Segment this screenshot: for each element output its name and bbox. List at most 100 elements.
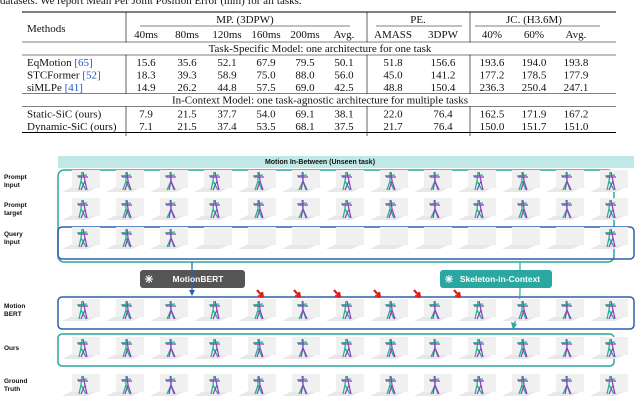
cell: 51.8 xyxy=(383,57,403,69)
backdrop xyxy=(380,198,408,216)
skeleton xyxy=(562,200,572,219)
skeleton xyxy=(122,338,132,358)
cell: 68.1 xyxy=(295,121,314,133)
frame xyxy=(590,299,628,321)
frame xyxy=(62,170,100,192)
skeleton xyxy=(122,228,132,248)
frame xyxy=(194,337,232,359)
skeleton xyxy=(386,171,396,191)
backdrop xyxy=(336,170,364,188)
backdrop xyxy=(116,198,144,216)
intro-text: datasets. We report Mean Per Joint Posit… xyxy=(0,0,302,7)
skeleton xyxy=(252,339,264,358)
frame xyxy=(458,198,496,220)
skeleton xyxy=(298,339,308,358)
cell: 76.4 xyxy=(433,109,453,121)
backdrop xyxy=(72,198,100,216)
skeleton xyxy=(518,300,528,320)
backdrop xyxy=(468,299,496,317)
backdrop xyxy=(336,337,364,355)
cell: 53.5 xyxy=(256,121,276,133)
skeleton xyxy=(122,375,132,395)
frame xyxy=(282,299,320,321)
frame xyxy=(590,374,628,396)
skeleton xyxy=(384,301,396,320)
frame xyxy=(414,374,452,396)
skeleton xyxy=(516,376,528,395)
frame xyxy=(414,299,452,321)
cell: 141.2 xyxy=(431,70,456,82)
row-label: Input xyxy=(4,182,21,189)
cell: 37.4 xyxy=(217,121,237,133)
error-arrow xyxy=(413,289,422,299)
skeleton xyxy=(78,300,88,320)
backdrop xyxy=(160,374,188,392)
skeleton xyxy=(254,338,264,358)
cell: 56.0 xyxy=(334,70,354,82)
row-label: target xyxy=(4,210,23,217)
frame xyxy=(238,170,276,192)
backdrop xyxy=(600,374,628,392)
frame xyxy=(106,337,144,359)
frame xyxy=(282,337,320,359)
citation: [41] xyxy=(65,82,83,94)
frame xyxy=(370,374,408,396)
backdrop xyxy=(556,337,584,355)
skeleton xyxy=(430,200,440,219)
backdrop xyxy=(600,337,628,355)
backdrop xyxy=(248,170,276,188)
row-label: Ground xyxy=(4,378,27,385)
frame xyxy=(590,227,628,249)
cell: 194.0 xyxy=(522,57,547,69)
skeleton xyxy=(474,171,484,191)
cell: 167.2 xyxy=(564,109,589,121)
skeleton xyxy=(120,229,132,248)
frame xyxy=(326,227,364,249)
cell: 171.9 xyxy=(522,109,547,121)
backdrop xyxy=(204,170,232,188)
frame xyxy=(106,299,144,321)
error-arrow xyxy=(256,289,265,299)
backdrop xyxy=(512,337,540,355)
arrowhead xyxy=(189,290,195,296)
backdrop xyxy=(72,227,100,245)
skeleton xyxy=(120,339,132,358)
cell: 58.9 xyxy=(217,70,237,82)
backdrop xyxy=(292,198,320,216)
citation: [65] xyxy=(74,57,92,69)
backdrop xyxy=(292,299,320,317)
row-label: Motion xyxy=(4,303,25,310)
backdrop xyxy=(600,299,628,317)
method: EqMotion [65] xyxy=(27,57,93,69)
skeleton xyxy=(386,375,396,395)
backdrop xyxy=(380,374,408,392)
backdrop xyxy=(424,299,452,317)
snowflake-icon xyxy=(145,275,453,283)
backdrop xyxy=(248,337,276,355)
frame xyxy=(62,227,100,249)
skeleton xyxy=(386,300,396,320)
frame xyxy=(194,299,232,321)
backdrop xyxy=(160,227,188,245)
frame xyxy=(370,337,408,359)
backdrop xyxy=(424,374,452,392)
backdrop xyxy=(116,374,144,392)
skeleton xyxy=(210,300,220,320)
skeleton xyxy=(120,172,132,191)
skeleton xyxy=(606,300,616,320)
motionbert-box xyxy=(57,296,635,330)
backdrop xyxy=(204,299,232,317)
frame xyxy=(502,374,540,396)
frame xyxy=(546,374,584,396)
backdrop xyxy=(512,227,540,245)
frame xyxy=(546,227,584,249)
section-bg xyxy=(22,42,616,55)
backdrop xyxy=(512,170,540,188)
row-label: Ours xyxy=(4,345,20,352)
frame xyxy=(238,198,276,220)
skeleton xyxy=(166,172,176,191)
frame xyxy=(502,198,540,220)
skeleton xyxy=(384,339,396,358)
frame xyxy=(546,299,584,321)
frame xyxy=(150,170,188,192)
